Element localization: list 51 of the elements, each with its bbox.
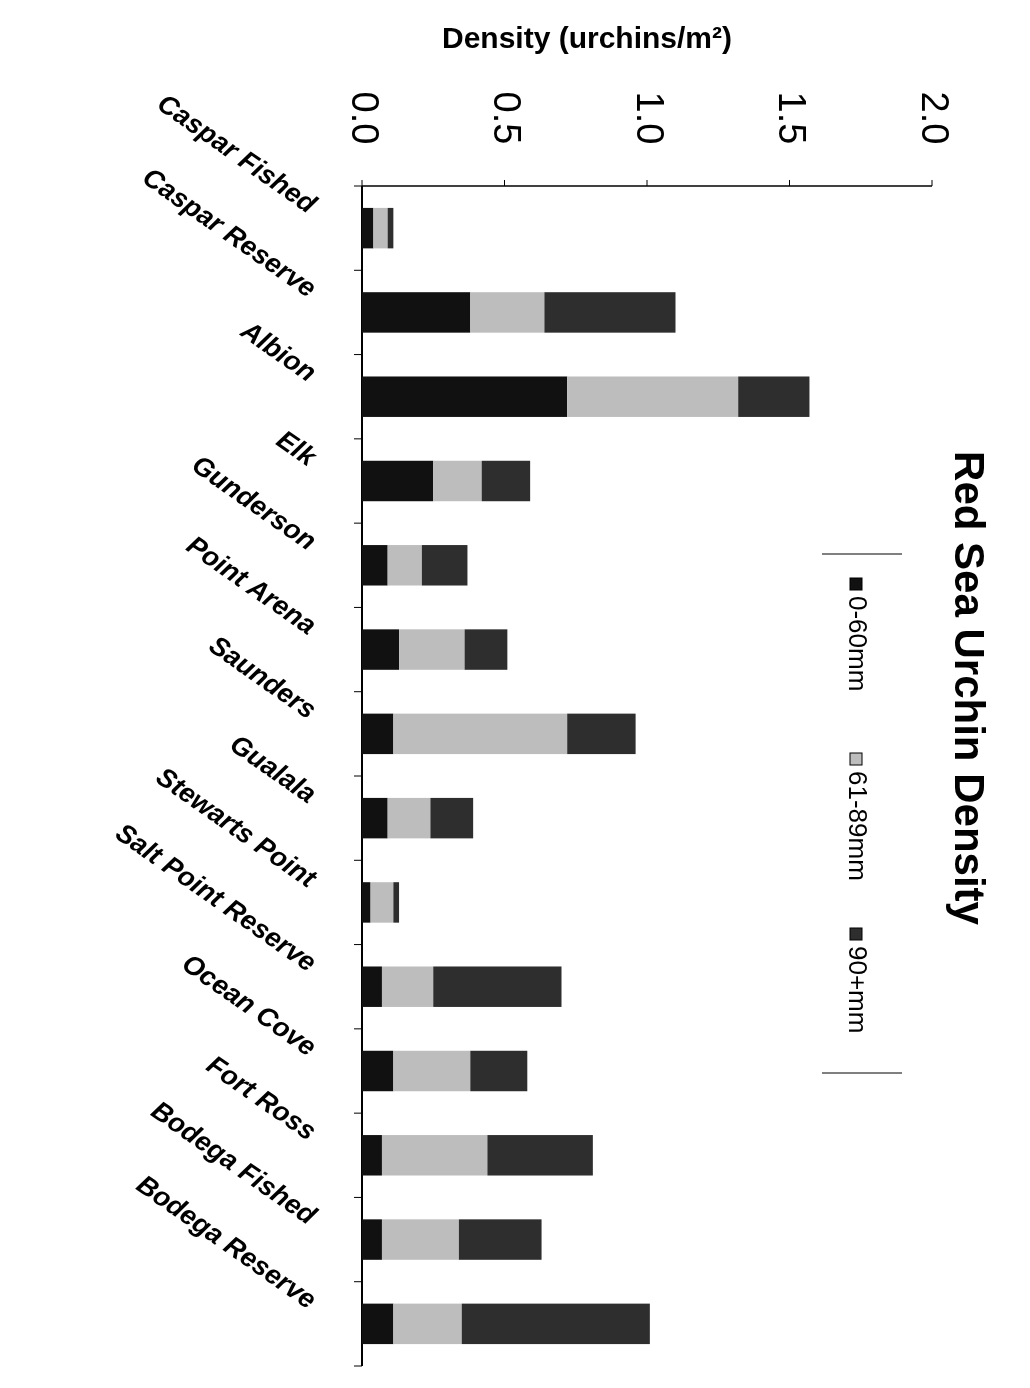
bar [393,1050,471,1092]
bar [373,207,388,249]
x-tick-label: 0.5 [486,91,529,145]
bar [481,460,531,502]
legend-label: 90+mm [843,946,874,1034]
bar [362,797,388,839]
bar [381,1219,459,1260]
legend-label: 0-60mm [843,596,874,692]
bar [362,1135,382,1176]
bar [370,882,394,923]
x-tick-label: 1.0 [628,91,671,145]
bar [458,1219,542,1260]
bar [362,966,382,1007]
bar [362,1050,394,1092]
bar [362,376,568,417]
bar [567,376,739,417]
bar [381,966,434,1007]
bar [362,207,374,249]
bar [362,292,471,333]
bar [362,882,371,923]
bar [487,1135,593,1176]
bar [567,713,636,755]
bar [387,545,422,586]
bar [393,882,400,923]
x-tick-label: 0.0 [343,91,386,145]
bar [738,376,810,417]
bar [421,545,468,586]
bar [470,1050,528,1092]
bar [362,545,388,586]
bar [362,629,400,670]
bar [430,797,474,839]
bar [362,460,434,502]
x-tick-label: 2.0 [913,91,956,145]
text: Red Sea Urchin Density [945,451,993,926]
bar [362,713,394,755]
bar [387,797,431,839]
legend-label: 61-89mm [843,771,874,881]
x-tick-label: 1.5 [771,91,814,145]
bar [470,292,545,333]
bar [433,460,482,502]
bar [362,1219,382,1260]
x-axis-title: Density (urchins/m²) [441,21,733,54]
bar [399,629,465,670]
bar [461,1303,650,1345]
bar [362,1303,394,1345]
bar [393,1303,462,1345]
bar [393,713,568,755]
bar [464,629,508,670]
bar [433,966,562,1007]
bar [381,1135,488,1176]
bar [544,292,676,333]
